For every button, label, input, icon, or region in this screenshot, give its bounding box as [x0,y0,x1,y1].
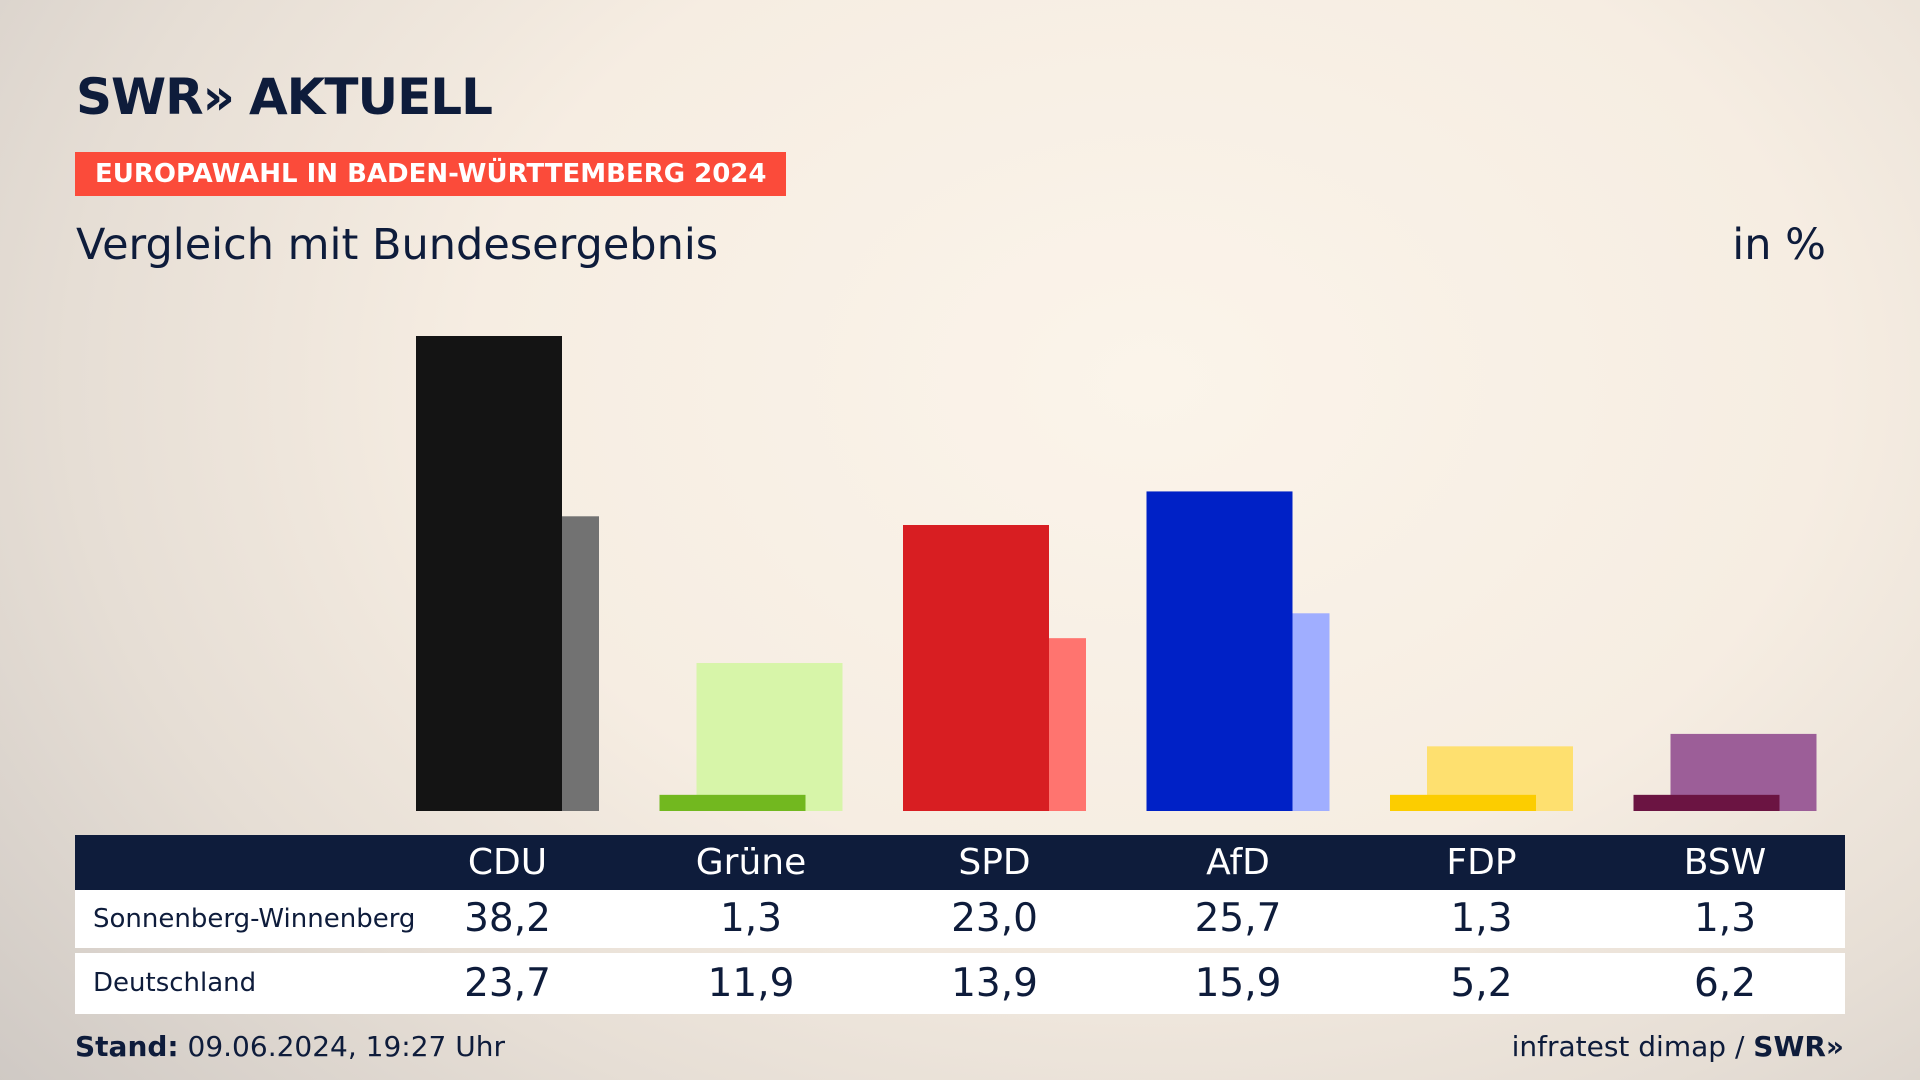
row-label-germany: Deutschland [93,968,257,998]
value-deutschland-afd: 15,9 [1194,961,1282,1006]
timestamp: Stand: 09.06.2024, 19:27 Uhr [75,1030,505,1063]
results-table: CDU Grüne SPD AfD FDP BSW Sonnenberg-Winnenbe… [75,835,1845,1014]
swr-small-logo: SWR» [1753,1030,1844,1063]
swr-aktuell-logo: SWR» AKTUELL [76,68,493,126]
source-credit: infratest dimap / SWR» [1512,1030,1844,1063]
source-name: infratest dimap [1511,1030,1727,1063]
party-label-grüne: Grüne [695,842,807,883]
logo-aktuell: AKTUELL [248,68,493,126]
party-label-cdu: CDU [467,842,548,883]
bar-region-afd [1146,491,1293,811]
table-row: Deutschland 23,7 11,9 13,9 15,9 5,2 6,2 [75,953,1845,1014]
value-region-fdp: 1,3 [1450,896,1513,941]
source-separator: / [1734,1030,1745,1063]
stand-value: 09.06.2024, 19:27 Uhr [187,1030,505,1063]
logo-swr: SWR [76,68,204,126]
election-badge: EUROPAWAHL IN BADEN-WÜRTTEMBERG 2024 [75,152,787,196]
value-deutschland-fdp: 5,2 [1450,961,1513,1006]
value-deutschland-grüne: 11,9 [707,961,795,1006]
stand-label: Stand: [75,1030,179,1063]
party-label-fdp: FDP [1446,842,1517,883]
value-region-grüne: 1,3 [719,896,783,941]
value-region-afd: 25,7 [1194,896,1282,941]
bar-region-bsw [1633,794,1780,811]
table-row: Sonnenberg-Winnenberg 38,2 1,3 23,0 25,7 1,3… [75,890,1845,948]
party-label-bsw: BSW [1683,842,1767,883]
value-deutschland-spd: 13,9 [951,961,1038,1006]
bar-region-spd [903,525,1049,811]
value-region-cdu: 38,2 [464,896,551,941]
value-region-bsw: 1,3 [1693,896,1757,941]
chart-subtitle: Vergleich mit Bundesergebnis [76,220,719,270]
party-header-row: CDU Grüne SPD AfD FDP BSW [75,835,1845,890]
bar-region-fdp [1390,794,1536,811]
bar-deutschland-grüne [696,663,843,811]
row-label-region: Sonnenberg-Winnenberg [93,904,416,934]
value-deutschland-bsw: 6,2 [1693,961,1757,1006]
party-label-spd: SPD [958,842,1031,883]
party-label-afd: AfD [1206,842,1270,883]
value-region-spd: 23,0 [951,896,1038,941]
bar-region-grüne [659,794,806,811]
value-deutschland-cdu: 23,7 [464,961,551,1006]
unit-label: in % [1732,220,1826,270]
bar-region-cdu [416,336,562,811]
